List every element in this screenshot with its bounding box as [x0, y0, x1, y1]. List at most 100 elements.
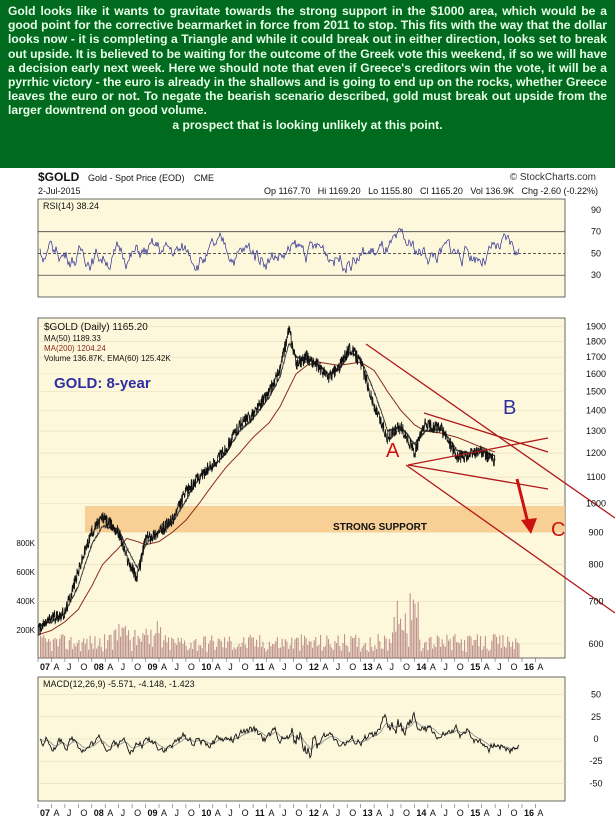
x-tick-label: O: [295, 662, 302, 672]
x-tick-label: J: [336, 808, 341, 818]
x-tick-label: O: [349, 808, 356, 818]
volume-bar: [139, 638, 141, 658]
volume-bar: [400, 618, 402, 658]
x-tick-label: A: [484, 662, 490, 672]
support-label: STRONG SUPPORT: [333, 522, 427, 533]
volume-bar: [160, 627, 162, 658]
volume-bar: [273, 644, 275, 658]
x-tick-label: 15: [470, 808, 480, 818]
volume-bar: [276, 637, 278, 658]
x-tick-label: O: [242, 662, 249, 672]
volume-bar: [275, 641, 277, 658]
volume-bar: [302, 645, 304, 658]
volume-bar: [262, 641, 264, 658]
price-panel: STRONG SUPPORT A B C GOLD: 8-year $GOLD …: [16, 317, 615, 659]
volume-bar: [420, 651, 422, 658]
price-tick-label: 1400: [586, 406, 606, 416]
volume-bar: [361, 647, 363, 658]
volume-bar: [432, 648, 434, 658]
volume-bar: [492, 634, 494, 658]
volume-bar: [305, 638, 307, 658]
volume-bar: [86, 638, 88, 658]
volume-bar: [488, 650, 490, 658]
volume-bar: [489, 649, 491, 658]
volume-bar: [395, 631, 397, 658]
volume-bar: [510, 646, 512, 658]
volume-bar: [248, 637, 250, 658]
volume-bar: [473, 640, 475, 658]
volume-bar: [299, 650, 301, 658]
rsi-legend: RSI(14) 38.24: [43, 201, 99, 211]
volume-bar: [67, 649, 69, 658]
volume-bar: [222, 647, 224, 658]
volume-bar: [516, 642, 518, 658]
commentary-box: Gold looks like it wants to gravitate to…: [0, 0, 615, 168]
price-tick-label: 700: [588, 596, 603, 606]
macd-tick-label: 0: [593, 734, 598, 744]
volume-bar: [470, 636, 472, 658]
annotation-a: A: [386, 440, 400, 462]
volume-bar: [147, 634, 149, 658]
rsi-tick-label: 30: [591, 270, 601, 280]
channel-upper-line: [365, 343, 615, 519]
volume-bar: [323, 647, 325, 658]
volume-bar: [225, 647, 227, 658]
x-tick-label: O: [295, 808, 302, 818]
volume-bar: [425, 641, 427, 658]
volume-bar: [403, 630, 405, 658]
volume-bar: [435, 647, 437, 658]
volume-bar: [401, 629, 403, 658]
volume-bar: [457, 642, 459, 658]
volume-bar: [84, 644, 86, 658]
volume-bar: [158, 633, 160, 658]
rsi-panel-bg: [37, 198, 566, 298]
chart-ticker: $GOLD: [38, 170, 80, 184]
volume-bar: [112, 649, 114, 658]
volume-bar: [136, 645, 138, 658]
x-tick-label: J: [390, 662, 395, 672]
volume-bar: [416, 617, 418, 658]
volume-bar: [244, 644, 246, 658]
volume-bar: [355, 634, 357, 658]
x-tick-label: J: [174, 662, 179, 672]
volume-bar: [62, 634, 64, 658]
triangle-upper-line: [423, 412, 549, 453]
volume-bar: [97, 645, 99, 658]
x-tick-label: O: [80, 662, 87, 672]
volume-bar: [176, 644, 178, 658]
volume-bar: [476, 634, 478, 658]
legend-volume: Volume 136.87K, EMA(60) 125.42K: [44, 354, 171, 363]
volume-bar: [80, 651, 82, 658]
volume-bar: [358, 637, 360, 658]
volume-bar: [113, 630, 115, 658]
x-tick-label: A: [430, 808, 436, 818]
x-tick-label: 09: [148, 808, 158, 818]
volume-bar: [264, 648, 266, 658]
volume-bar: [387, 650, 389, 658]
volume-bar: [246, 648, 248, 658]
volume-bar: [142, 633, 144, 658]
volume-bar: [41, 637, 43, 658]
volume-bar: [406, 633, 408, 658]
price-tick-label: 1100: [586, 472, 605, 482]
x-tick-label: A: [322, 662, 328, 672]
volume-bar: [180, 638, 182, 658]
volume-bar: [446, 634, 448, 658]
volume-bar: [504, 646, 506, 658]
volume-bar: [252, 637, 254, 658]
x-tick-label: 12: [309, 662, 319, 672]
volume-bar: [49, 641, 51, 658]
volume-bar: [145, 628, 147, 658]
x-tick-label: 11: [255, 808, 265, 818]
volume-bar: [267, 649, 269, 658]
x-tick-label: 10: [201, 662, 211, 672]
volume-bar: [451, 650, 453, 658]
volume-bar: [161, 647, 163, 658]
volume-bar: [124, 625, 126, 658]
volume-bar: [507, 636, 509, 658]
volume-bar: [368, 651, 370, 658]
volume-bar: [414, 603, 416, 658]
macd-panel: MACD(12,26,9) -5.571, -4.148, -1.423 -50…: [37, 676, 603, 802]
x-tick-label: 07: [40, 662, 50, 672]
volume-bar: [241, 642, 243, 658]
